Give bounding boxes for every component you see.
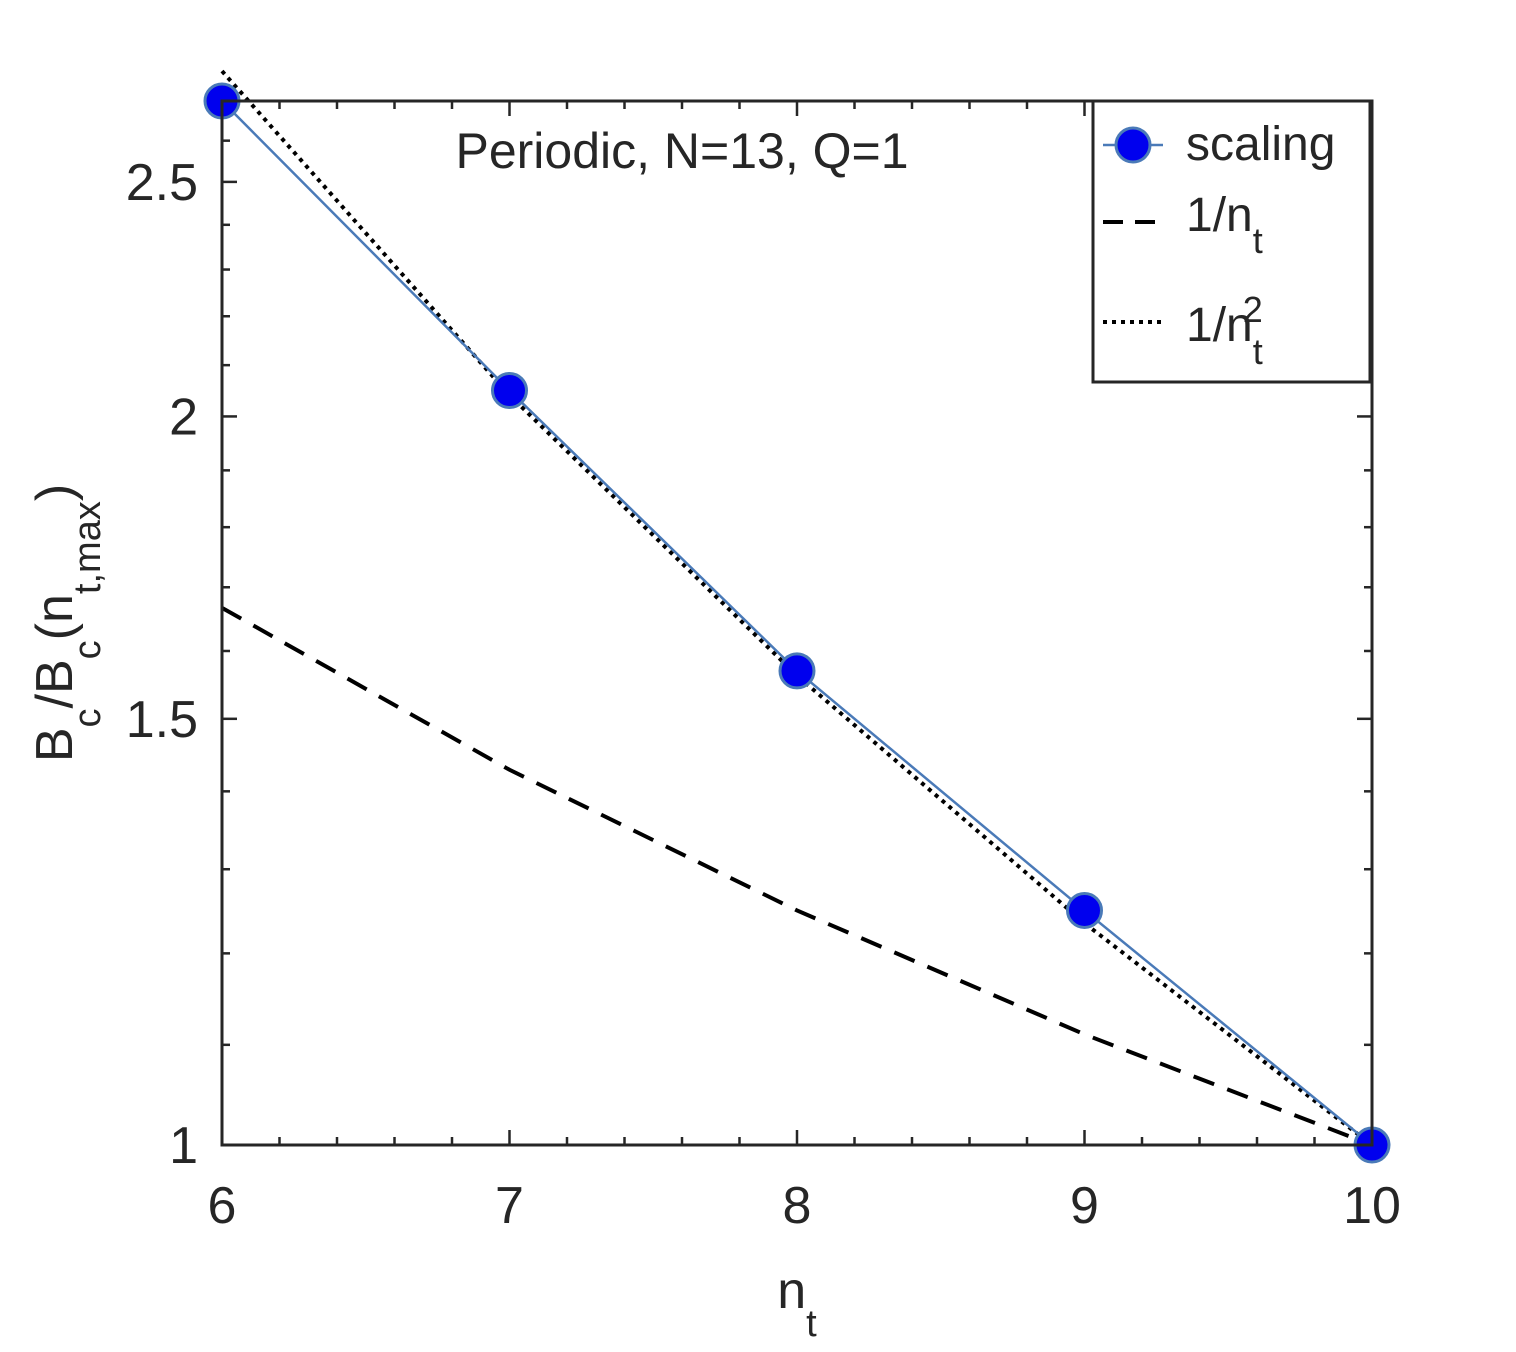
data-point-scaling xyxy=(1066,891,1103,929)
y-tick-label: 2 xyxy=(169,388,198,446)
y-tick-label: 1.5 xyxy=(126,691,198,749)
chart-title: Periodic, N=13, Q=1 xyxy=(455,123,908,179)
y-tick-labels: 1 1.5 2 2.5 xyxy=(126,154,198,1175)
y-axis-label: Bc/Bc(nt,max) xyxy=(26,484,109,762)
legend-label-scaling: scaling xyxy=(1186,118,1335,171)
x-tick-label: 10 xyxy=(1343,1177,1401,1235)
y-tick-label: 2.5 xyxy=(126,154,198,212)
legend-label-inv-nt2: 1/nt2 xyxy=(1186,289,1263,372)
x-axis-label: nt xyxy=(777,1262,817,1345)
x-tick-label: 9 xyxy=(1070,1177,1099,1235)
y-tick-label: 1 xyxy=(169,1117,198,1175)
legend-swatch-marker-scaling xyxy=(1114,126,1152,164)
x-tick-label: 6 xyxy=(208,1177,237,1235)
x-tick-labels: 6 7 8 9 10 xyxy=(208,1177,1401,1235)
plot-frame xyxy=(220,99,1374,1147)
legend: scaling 1/nt 1/nt2 xyxy=(1091,99,1372,384)
x-tick-label: 7 xyxy=(495,1177,524,1235)
series-line-inv-nt2 xyxy=(220,69,1374,1147)
legend-label-inv-nt: 1/nt xyxy=(1186,189,1263,261)
data-point-scaling xyxy=(491,371,528,409)
x-tick-label: 8 xyxy=(783,1177,812,1235)
series-line-inv-nt xyxy=(221,606,1373,1147)
data-point-scaling xyxy=(778,652,816,690)
series-layer xyxy=(203,69,1391,1164)
